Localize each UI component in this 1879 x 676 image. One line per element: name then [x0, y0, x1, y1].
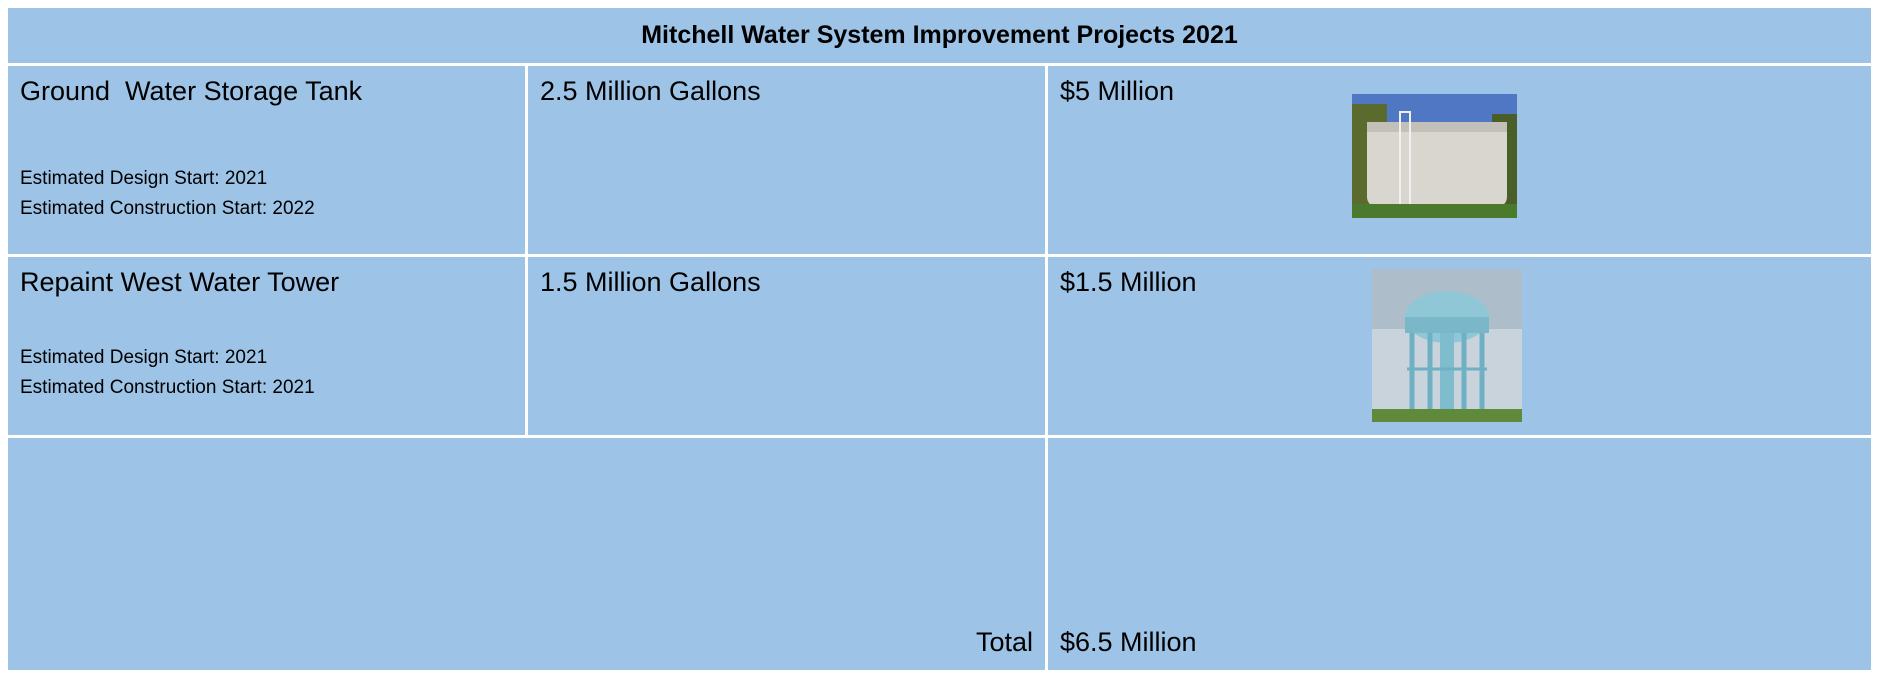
design-start: Estimated Design Start: 2021	[20, 343, 267, 373]
project-cell: Ground Water Storage Tank Estimated Desi…	[8, 66, 525, 254]
table-title: Mitchell Water System Improvement Projec…	[8, 21, 1871, 50]
capacity-cell: 2.5 Million Gallons	[528, 66, 1045, 254]
total-label-cell: Total	[8, 438, 1045, 670]
total-cell: $6.5 Million	[1048, 438, 1871, 670]
tank-photo	[1352, 94, 1517, 218]
capacity-cell: 1.5 Million Gallons	[528, 257, 1045, 435]
total-label: Total	[976, 627, 1033, 658]
capacity: 1.5 Million Gallons	[540, 267, 761, 298]
capacity: 2.5 Million Gallons	[540, 76, 761, 107]
header-cell: Mitchell Water System Improvement Projec…	[8, 8, 1871, 63]
tower-photo	[1372, 269, 1522, 422]
cost: $5 Million	[1060, 76, 1174, 107]
construction-start: Estimated Construction Start: 2021	[20, 373, 315, 403]
project-name: Repaint West Water Tower	[20, 267, 339, 298]
project-cell: Repaint West Water Tower Estimated Desig…	[8, 257, 525, 435]
design-start: Estimated Design Start: 2021	[20, 164, 267, 194]
construction-start: Estimated Construction Start: 2022	[20, 194, 315, 224]
total-value: $6.5 Million	[1060, 627, 1197, 658]
cost: $1.5 Million	[1060, 267, 1197, 298]
page: Mitchell Water System Improvement Projec…	[0, 0, 1879, 676]
project-name: Ground Water Storage Tank	[20, 76, 362, 107]
